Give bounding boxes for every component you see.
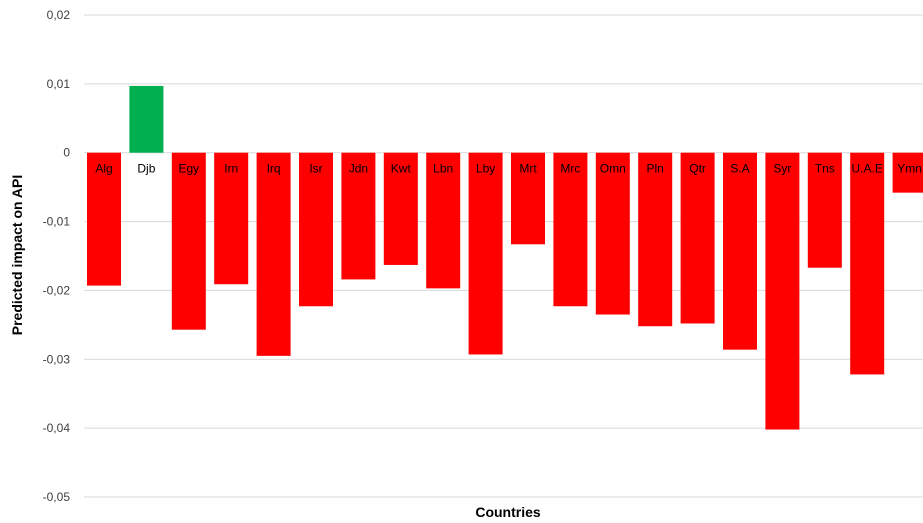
y-tick-label: -0,03 <box>43 352 71 366</box>
bar-qtr <box>680 152 715 324</box>
bar-uae <box>850 152 885 375</box>
bar-lby <box>468 152 503 355</box>
y-tick-label: 0 <box>63 146 70 160</box>
category-label: Alg <box>95 162 112 176</box>
category-label: Irn <box>224 162 238 176</box>
category-label: Syr <box>773 162 791 176</box>
category-label: Mrt <box>519 162 537 176</box>
bar-sa <box>723 152 757 350</box>
category-label: Mrc <box>560 162 580 176</box>
category-label: Jdn <box>349 162 368 176</box>
category-label: Isr <box>309 162 322 176</box>
category-label: S.A <box>730 162 749 176</box>
y-axis-tick-labels: 0,02 0,01 0 -0,01 -0,02 -0,03 -0,04 -0,05 <box>43 8 71 504</box>
y-tick-label: -0,04 <box>43 421 71 435</box>
bar-mrc <box>553 152 588 307</box>
category-label: Tns <box>815 162 835 176</box>
category-label: Djb <box>137 162 155 176</box>
bars <box>87 85 923 430</box>
bar-kwt <box>383 152 418 265</box>
category-label: Lbn <box>433 162 453 176</box>
category-label: Lby <box>476 162 495 176</box>
category-label: U.A.E <box>852 162 883 176</box>
bar-irn <box>214 152 249 285</box>
y-tick-label: 0,02 <box>47 8 71 22</box>
category-label: Irq <box>267 162 281 176</box>
category-label: Kwt <box>391 162 412 176</box>
bar-omn <box>595 152 630 315</box>
bar-djb <box>129 85 164 153</box>
bar-egy <box>171 152 206 330</box>
bar-alg <box>87 152 121 286</box>
category-label: Pln <box>647 162 664 176</box>
category-label: Ymn <box>897 162 922 176</box>
bar-jdn <box>341 152 376 280</box>
x-axis-title: Countries <box>475 504 541 520</box>
y-axis-title: Predicted impact on API <box>9 175 25 336</box>
category-label: Omn <box>600 162 626 176</box>
category-label: Egy <box>178 162 199 176</box>
y-tick-label: -0,05 <box>43 490 71 504</box>
bar-ymn <box>892 152 923 193</box>
bar-syr <box>765 152 800 430</box>
bar-pln <box>638 152 673 327</box>
y-tick-label: 0,01 <box>47 77 71 91</box>
bar-mrt <box>511 152 545 245</box>
y-tick-label: -0,01 <box>43 215 71 229</box>
bar-tns <box>807 152 842 268</box>
bar-isr <box>299 152 333 307</box>
bar-lbn <box>426 152 461 289</box>
category-label: Qtr <box>689 162 706 176</box>
category-labels: Alg Djb Egy Irn Irq Isr Jdn Kwt Lbn Lby Mrt Mrc Omn P… <box>95 162 922 176</box>
y-tick-label: -0,02 <box>43 283 71 297</box>
bar-irq <box>256 152 291 356</box>
